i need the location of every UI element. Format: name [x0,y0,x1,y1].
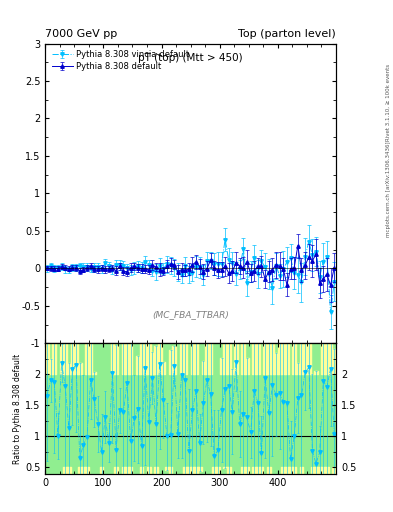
Legend: Pythia 8.308 vincia-default, Pythia 8.308 default: Pythia 8.308 vincia-default, Pythia 8.30… [50,48,192,73]
Y-axis label: Ratio to Pythia 8.308 default: Ratio to Pythia 8.308 default [13,353,22,463]
Text: Top (parton level): Top (parton level) [238,29,336,39]
Text: Rivet 3.1.10, ≥ 100k events: Rivet 3.1.10, ≥ 100k events [386,64,391,141]
Text: 7000 GeV pp: 7000 GeV pp [45,29,118,39]
Text: (MC_FBA_TTBAR): (MC_FBA_TTBAR) [152,310,229,319]
Text: pT (top) (Mtt > 450): pT (top) (Mtt > 450) [138,53,243,62]
Text: mcplots.cern.ch [arXiv:1306.3436]: mcplots.cern.ch [arXiv:1306.3436] [386,142,391,237]
